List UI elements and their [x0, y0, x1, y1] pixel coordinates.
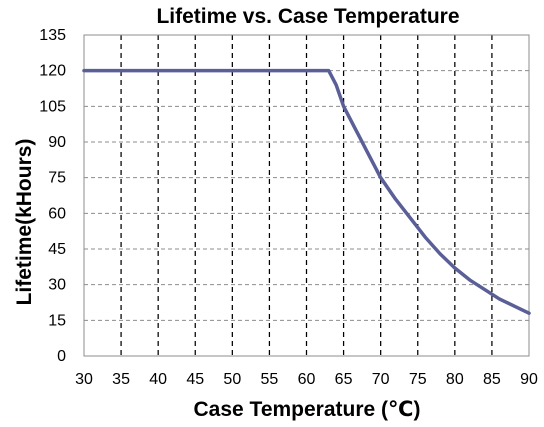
x-tick-label: 35: [112, 371, 130, 388]
x-tick-label: 90: [520, 371, 538, 388]
x-tick-label: 60: [298, 371, 316, 388]
x-tick-label: 50: [223, 371, 241, 388]
x-tick-label: 70: [372, 371, 390, 388]
y-tick-label: 15: [48, 312, 66, 329]
y-tick-label: 135: [39, 27, 66, 44]
x-axis-label: Case Temperature (℃): [194, 398, 421, 421]
y-tick-label: 90: [48, 134, 66, 151]
series-line-1: [82, 68, 531, 315]
x-tick-label: 85: [483, 371, 501, 388]
y-tick-label: 120: [39, 63, 66, 80]
x-tick-label: 45: [186, 371, 204, 388]
x-tick-label: 40: [149, 371, 167, 388]
plot-area: 0 15 30 45 60 75 90 105 120 135 30 35 40 45 50 55 60 65 70…: [39, 27, 538, 388]
y-tick-label: 0: [57, 348, 66, 365]
x-tick-label: 80: [446, 371, 464, 388]
x-tick-label: 55: [261, 371, 279, 388]
plot-border: [83, 34, 530, 357]
y-tick-label: 60: [48, 205, 66, 222]
chart-title: Lifetime vs. Case Temperature: [156, 5, 459, 28]
y-tick-label: 30: [48, 277, 66, 294]
x-tick-label: 65: [335, 371, 353, 388]
y-tick-label: 105: [39, 98, 66, 115]
plot-background: [84, 35, 529, 356]
y-axis-label: Lifetime(kHours): [13, 139, 36, 306]
y-tick-label: 75: [48, 170, 66, 187]
y-tick-label: 45: [48, 241, 66, 258]
x-tick-label: 30: [75, 371, 93, 388]
x-tick-label: 75: [409, 371, 427, 388]
